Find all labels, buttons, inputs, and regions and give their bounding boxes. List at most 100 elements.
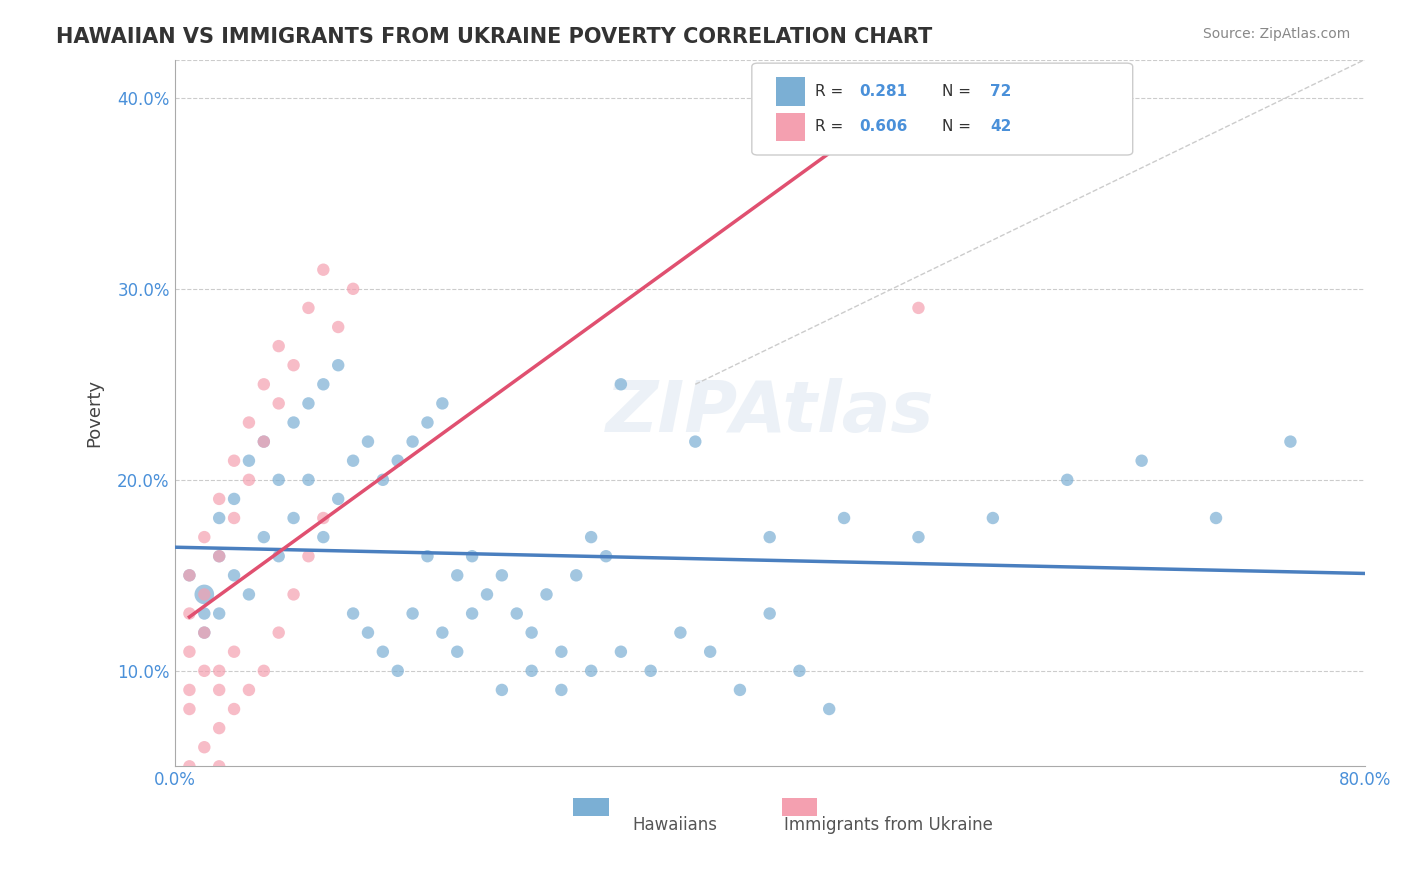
Text: R =: R =	[815, 120, 844, 134]
Point	[222, 702, 245, 716]
Point	[297, 396, 319, 410]
Y-axis label: Poverty: Poverty	[86, 379, 103, 447]
Point	[222, 511, 245, 525]
Point	[387, 664, 409, 678]
Point	[267, 473, 290, 487]
Point	[1056, 473, 1078, 487]
Point	[432, 625, 454, 640]
Point	[387, 453, 409, 467]
Point	[520, 625, 543, 640]
Point	[669, 625, 692, 640]
Text: 0.281: 0.281	[859, 84, 907, 99]
Point	[208, 549, 231, 564]
Point	[193, 664, 215, 678]
Point	[253, 434, 276, 449]
Point	[595, 549, 617, 564]
Point	[238, 473, 260, 487]
Point	[357, 434, 380, 449]
Point	[1279, 434, 1302, 449]
Point	[208, 511, 231, 525]
Point	[193, 625, 215, 640]
Point	[981, 511, 1004, 525]
Point	[579, 530, 602, 544]
Bar	[776, 78, 806, 105]
Point	[283, 416, 305, 430]
Point	[208, 759, 231, 773]
Point	[342, 607, 364, 621]
Text: R =: R =	[815, 84, 844, 99]
Point	[461, 607, 484, 621]
Point	[267, 339, 290, 353]
Point	[342, 282, 364, 296]
Text: Immigrants from Ukraine: Immigrants from Ukraine	[785, 816, 993, 834]
Point	[208, 721, 231, 735]
Point	[193, 587, 215, 601]
Point	[328, 491, 350, 506]
Point	[371, 645, 394, 659]
Point	[491, 568, 513, 582]
FancyBboxPatch shape	[752, 63, 1133, 155]
Point	[222, 645, 245, 659]
Point	[238, 682, 260, 697]
Point	[193, 587, 215, 601]
Point	[520, 664, 543, 678]
Point	[312, 530, 335, 544]
Point	[550, 645, 572, 659]
Point	[536, 587, 558, 601]
Point	[208, 664, 231, 678]
Point	[446, 645, 468, 659]
Point	[193, 530, 215, 544]
Text: 42: 42	[990, 120, 1011, 134]
Point	[283, 511, 305, 525]
Point	[267, 396, 290, 410]
Point	[193, 740, 215, 755]
Point	[193, 607, 215, 621]
Point	[297, 301, 319, 315]
Point	[297, 549, 319, 564]
Point	[328, 320, 350, 334]
Point	[491, 682, 513, 697]
Point	[818, 702, 841, 716]
Point	[253, 434, 276, 449]
Point	[222, 453, 245, 467]
Point	[222, 491, 245, 506]
Point	[238, 453, 260, 467]
Point	[283, 358, 305, 372]
Point	[179, 682, 201, 697]
Point	[416, 549, 439, 564]
Point	[610, 377, 633, 392]
Point	[328, 358, 350, 372]
Point	[610, 645, 633, 659]
Point	[208, 491, 231, 506]
Point	[208, 549, 231, 564]
Point	[208, 682, 231, 697]
Point	[579, 664, 602, 678]
Point	[238, 587, 260, 601]
Point	[371, 473, 394, 487]
Point	[907, 301, 929, 315]
Point	[728, 682, 751, 697]
Point	[283, 587, 305, 601]
Point	[193, 797, 215, 812]
Point	[640, 664, 662, 678]
Point	[179, 568, 201, 582]
Point	[446, 568, 468, 582]
Point	[550, 682, 572, 697]
Point	[297, 473, 319, 487]
Point	[1205, 511, 1227, 525]
Point	[432, 396, 454, 410]
Point	[253, 377, 276, 392]
Point	[685, 434, 707, 449]
Point	[208, 607, 231, 621]
Point	[312, 511, 335, 525]
Point	[342, 453, 364, 467]
Point	[312, 377, 335, 392]
Point	[401, 607, 423, 621]
Point	[193, 779, 215, 793]
Text: 72: 72	[990, 84, 1011, 99]
Point	[416, 416, 439, 430]
Point	[312, 262, 335, 277]
Point	[179, 779, 201, 793]
Text: Hawaiians: Hawaiians	[631, 816, 717, 834]
Point	[179, 702, 201, 716]
